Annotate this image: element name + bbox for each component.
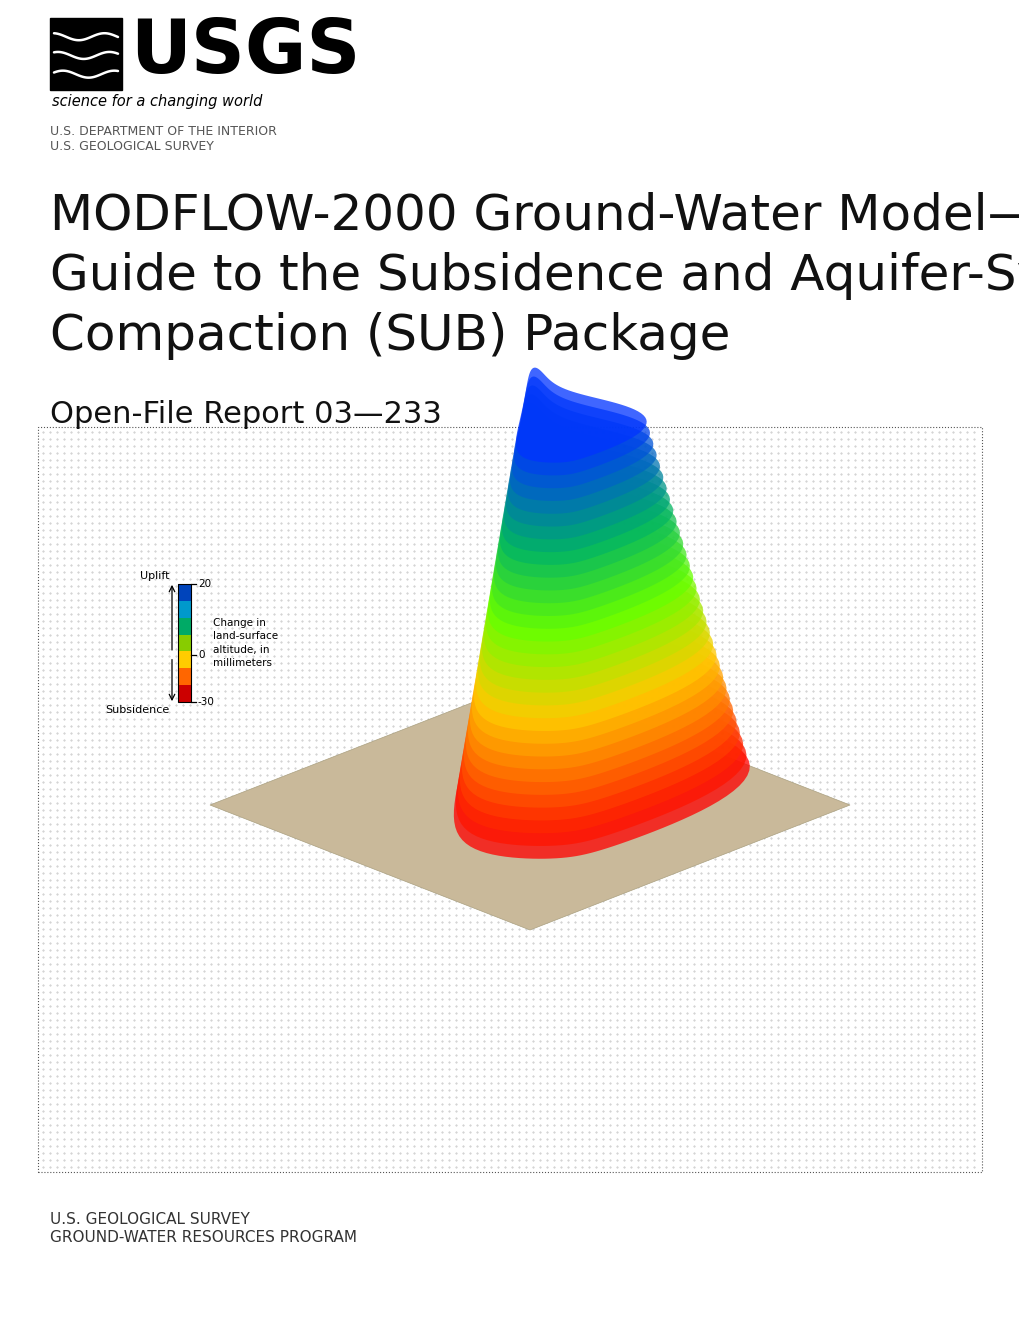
Polygon shape: [474, 554, 715, 731]
Bar: [178, 668, 191, 685]
Polygon shape: [481, 519, 702, 680]
Text: USGS: USGS: [129, 16, 360, 88]
Polygon shape: [501, 430, 669, 552]
Text: Change in
land-surface
altitude, in
millimeters: Change in land-surface altitude, in mill…: [213, 618, 278, 668]
Polygon shape: [487, 492, 693, 642]
Text: U.S. GEOLOGICAL SURVEY: U.S. GEOLOGICAL SURVEY: [50, 140, 214, 153]
Text: U.S. DEPARTMENT OF THE INTERIOR: U.S. DEPARTMENT OF THE INTERIOR: [50, 125, 276, 139]
Text: Guide to the Subsidence and Aquifer-System: Guide to the Subsidence and Aquifer-Syst…: [50, 252, 1019, 300]
Polygon shape: [455, 635, 746, 846]
Bar: [50, 18, 122, 90]
Polygon shape: [479, 528, 706, 693]
Polygon shape: [505, 412, 662, 527]
Bar: [178, 601, 191, 618]
Polygon shape: [489, 483, 689, 628]
Polygon shape: [466, 590, 730, 781]
Text: Subsidence: Subsidence: [106, 705, 170, 715]
Polygon shape: [503, 421, 666, 540]
Bar: [178, 635, 191, 652]
Polygon shape: [510, 395, 656, 502]
Polygon shape: [453, 644, 749, 859]
Text: 20: 20: [198, 579, 211, 589]
Polygon shape: [516, 367, 646, 462]
Polygon shape: [491, 474, 686, 616]
Polygon shape: [493, 466, 683, 603]
Polygon shape: [512, 385, 653, 488]
Polygon shape: [458, 626, 743, 833]
Text: MODFLOW-2000 Ground-Water Model—User: MODFLOW-2000 Ground-Water Model—User: [50, 191, 1019, 240]
Polygon shape: [495, 457, 680, 590]
Text: 0: 0: [198, 649, 204, 660]
Polygon shape: [464, 599, 733, 795]
Polygon shape: [210, 680, 849, 931]
Polygon shape: [483, 510, 699, 667]
Bar: [178, 618, 191, 635]
Polygon shape: [514, 376, 649, 475]
Polygon shape: [485, 502, 696, 655]
Text: GROUND-WATER RESOURCES PROGRAM: GROUND-WATER RESOURCES PROGRAM: [50, 1230, 357, 1245]
Polygon shape: [470, 573, 722, 756]
Polygon shape: [476, 545, 712, 718]
Polygon shape: [468, 581, 726, 770]
Bar: [178, 685, 191, 702]
Text: -30: -30: [198, 697, 215, 708]
Text: Uplift: Uplift: [141, 572, 170, 581]
Text: U.S. GEOLOGICAL SURVEY: U.S. GEOLOGICAL SURVEY: [50, 1212, 250, 1228]
Bar: [178, 583, 191, 601]
Polygon shape: [472, 564, 719, 743]
Polygon shape: [477, 537, 709, 705]
Polygon shape: [499, 438, 673, 565]
Bar: [178, 583, 191, 702]
Polygon shape: [507, 403, 659, 513]
Polygon shape: [497, 447, 676, 578]
Polygon shape: [460, 616, 739, 821]
Text: Open-File Report 03—233: Open-File Report 03—233: [50, 400, 441, 429]
Text: Compaction (SUB) Package: Compaction (SUB) Package: [50, 312, 730, 360]
Bar: [38, 426, 981, 1172]
Text: science for a changing world: science for a changing world: [52, 94, 262, 110]
Polygon shape: [462, 609, 736, 808]
Bar: [178, 652, 191, 668]
